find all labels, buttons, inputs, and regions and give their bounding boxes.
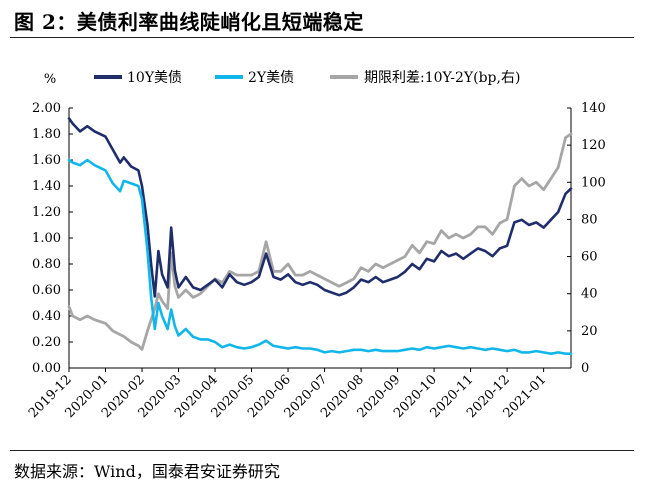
series-spread-line bbox=[67, 132, 573, 351]
y-right-tick-label: 80 bbox=[581, 212, 598, 227]
chart-series bbox=[67, 117, 573, 356]
y-left-tick-label: 0.80 bbox=[32, 257, 61, 272]
y-left-tick-label: 1.60 bbox=[32, 153, 61, 168]
chart-legend: % 10Y美债 2Y美债 期限利差:10Y-2Y(bp,右) bbox=[44, 70, 521, 87]
series-10y-line bbox=[67, 117, 573, 298]
legend-label-10y: 10Y美债 bbox=[127, 70, 182, 86]
series-2y-line bbox=[67, 158, 573, 356]
figure-title: 图 2：美债利率曲线陡峭化且短端稳定 bbox=[14, 10, 364, 34]
y-right-tick-label: 60 bbox=[581, 250, 598, 265]
y-left-tick-label: 1.00 bbox=[32, 231, 61, 246]
yield-chart: % 10Y美债 2Y美债 期限利差:10Y-2Y(bp,右) 0.00 0.20 0… bbox=[26, 70, 606, 421]
y-left-tick-label: 1.80 bbox=[32, 127, 61, 142]
y-left-tick-label: 0.20 bbox=[32, 335, 61, 350]
left-axis-unit: % bbox=[44, 72, 56, 87]
y-right-tick-label: 140 bbox=[581, 101, 606, 116]
y-left-tick-label: 0.40 bbox=[32, 309, 61, 324]
bottom-rule bbox=[10, 450, 634, 451]
y-left-tick-label: 1.20 bbox=[32, 205, 61, 220]
y-right-tick-label: 0 bbox=[581, 361, 589, 376]
y-left-tick-label: 1.40 bbox=[32, 179, 61, 194]
y-left-tick-label: 2.00 bbox=[32, 101, 61, 116]
y-left-tick-label: 0.60 bbox=[32, 283, 61, 298]
legend-label-spread: 期限利差:10Y-2Y(bp,右) bbox=[364, 70, 520, 86]
y-right-tick-label: 100 bbox=[581, 175, 606, 190]
y-right-tick-label: 40 bbox=[581, 287, 598, 302]
y-right-tick-label: 120 bbox=[581, 138, 606, 153]
source-note: 数据来源：Wind，国泰君安证券研究 bbox=[14, 462, 280, 481]
y-left-tick-label: 0.00 bbox=[32, 361, 61, 376]
y-right-tick-label: 20 bbox=[581, 324, 598, 339]
top-rule bbox=[10, 37, 634, 38]
legend-label-2y: 2Y美债 bbox=[248, 70, 294, 86]
